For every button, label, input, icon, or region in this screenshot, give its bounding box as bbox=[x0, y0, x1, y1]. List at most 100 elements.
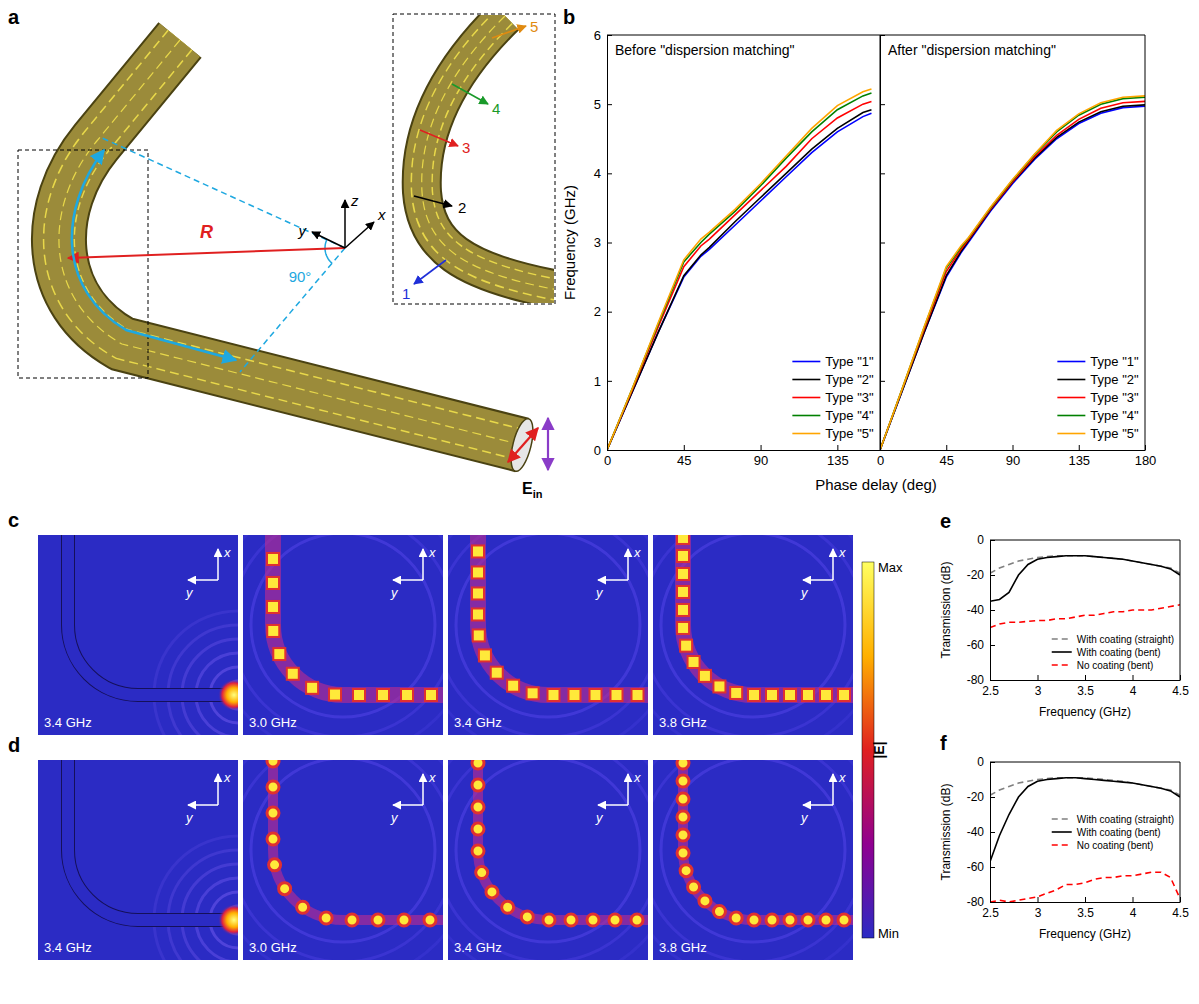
field-spot bbox=[820, 689, 832, 701]
legend-item: Type "1" bbox=[1057, 354, 1139, 369]
tick-mark bbox=[990, 680, 995, 681]
field-spot bbox=[287, 668, 299, 680]
guide-outline bbox=[68, 760, 238, 920]
tick-mark bbox=[607, 104, 612, 105]
coord-label: x bbox=[377, 206, 386, 223]
tick-label: 135 bbox=[827, 453, 849, 468]
tick-label: 1 bbox=[594, 373, 601, 388]
tick-label: 180 bbox=[1135, 453, 1157, 468]
tick-mark bbox=[607, 450, 612, 451]
tick-label: 0 bbox=[977, 533, 984, 547]
field-spot bbox=[472, 566, 484, 578]
legend-item: No coating (bent) bbox=[1052, 660, 1154, 671]
tube-edge bbox=[422, 16, 554, 290]
field-ring bbox=[661, 760, 845, 942]
field-ring bbox=[456, 760, 640, 942]
field-spot bbox=[472, 587, 484, 599]
field-map: xy3.8 GHz bbox=[621, 718, 885, 982]
axis-line bbox=[608, 450, 881, 451]
coord-label: z bbox=[350, 192, 359, 209]
guide-glow bbox=[683, 535, 853, 695]
tick-label: 4.5 bbox=[1172, 906, 1189, 920]
frame bbox=[1145, 35, 1146, 450]
tick bbox=[880, 450, 885, 451]
field-spot bbox=[472, 545, 484, 557]
axis-title: Phase delay (deg) bbox=[815, 476, 937, 493]
map-frequency: 3.8 GHz bbox=[659, 715, 707, 730]
field-spot bbox=[279, 883, 291, 895]
legend-label: Type "1" bbox=[825, 354, 874, 369]
panel-letter: c bbox=[8, 509, 19, 531]
field-spot bbox=[329, 689, 341, 701]
series-line bbox=[880, 105, 1145, 450]
axis-y: -80-60-40-200 bbox=[967, 533, 995, 687]
tick-label: 4 bbox=[1130, 684, 1137, 698]
map-axis bbox=[422, 774, 424, 805]
tick-mark bbox=[1013, 445, 1014, 450]
map-axis bbox=[803, 804, 833, 806]
colorbar-label: Min bbox=[878, 926, 899, 941]
field-spot bbox=[677, 847, 689, 859]
tick-label: 4 bbox=[1130, 906, 1137, 920]
map-axis bbox=[188, 579, 218, 581]
legend-label: With coating (straight) bbox=[1077, 814, 1174, 825]
field-label: Ein bbox=[522, 480, 543, 500]
field-ring bbox=[653, 760, 853, 960]
guide-path bbox=[273, 760, 443, 920]
tick-mark bbox=[1038, 897, 1039, 902]
legend-label: Type "4" bbox=[1090, 408, 1139, 423]
plot-lines bbox=[880, 96, 1145, 450]
field-spot bbox=[784, 689, 796, 701]
field-spot bbox=[680, 865, 692, 877]
field-spot bbox=[479, 649, 491, 661]
legend-swatch bbox=[1052, 844, 1072, 846]
field-ring bbox=[243, 760, 443, 960]
tick-mark bbox=[880, 104, 885, 105]
field-spot bbox=[267, 601, 279, 613]
guide-path bbox=[683, 535, 853, 695]
tick-label: -20 bbox=[967, 568, 985, 582]
field-spot bbox=[267, 807, 279, 819]
plot-lines bbox=[990, 778, 1180, 902]
field-image bbox=[653, 535, 853, 735]
tick: 1 bbox=[594, 373, 612, 388]
field-image bbox=[243, 760, 443, 960]
tick-label: 5 bbox=[594, 97, 601, 112]
field-spot bbox=[346, 914, 358, 926]
chart: 04590135180After "dispersion matching"Ty… bbox=[877, 35, 1156, 468]
field-spot bbox=[565, 914, 577, 926]
coord-axis bbox=[344, 200, 346, 248]
legend-label: Type "3" bbox=[1090, 390, 1139, 405]
axis-y: 0123456 bbox=[594, 28, 612, 458]
tick-label: 3.5 bbox=[1077, 684, 1094, 698]
tick: 90 bbox=[1006, 445, 1020, 468]
panel-letter: d bbox=[8, 734, 20, 756]
field-spot bbox=[267, 553, 279, 565]
tick-label: 2.5 bbox=[982, 684, 999, 698]
field-arrow bbox=[508, 428, 538, 462]
field-spot bbox=[267, 781, 279, 793]
guide-path bbox=[478, 760, 648, 920]
map-axis bbox=[598, 804, 628, 806]
legend-label: No coating (bent) bbox=[1077, 660, 1154, 671]
field-map: xy3.4 GHz bbox=[416, 493, 680, 757]
legend-item: Type "2" bbox=[1057, 372, 1139, 387]
tick-mark bbox=[880, 173, 885, 174]
tick: 4.5 bbox=[1172, 675, 1189, 698]
tick-mark bbox=[880, 381, 885, 382]
axis-title: Frequency (GHz) bbox=[1039, 705, 1131, 719]
legend: With coating (straight)With coating (ben… bbox=[1052, 634, 1174, 671]
field-spot bbox=[527, 687, 539, 699]
map-axis-label: x bbox=[428, 770, 436, 785]
tick bbox=[880, 104, 885, 105]
guide-path bbox=[683, 760, 853, 920]
panel-letter: b bbox=[563, 6, 575, 28]
tube bbox=[422, 16, 554, 290]
field-spot bbox=[784, 914, 796, 926]
field-ring bbox=[168, 850, 238, 960]
series-line bbox=[990, 778, 1180, 862]
tick: -80 bbox=[967, 673, 995, 687]
tick-label: 45 bbox=[940, 453, 954, 468]
tick: 90 bbox=[754, 445, 768, 468]
tick: 135 bbox=[827, 445, 849, 468]
